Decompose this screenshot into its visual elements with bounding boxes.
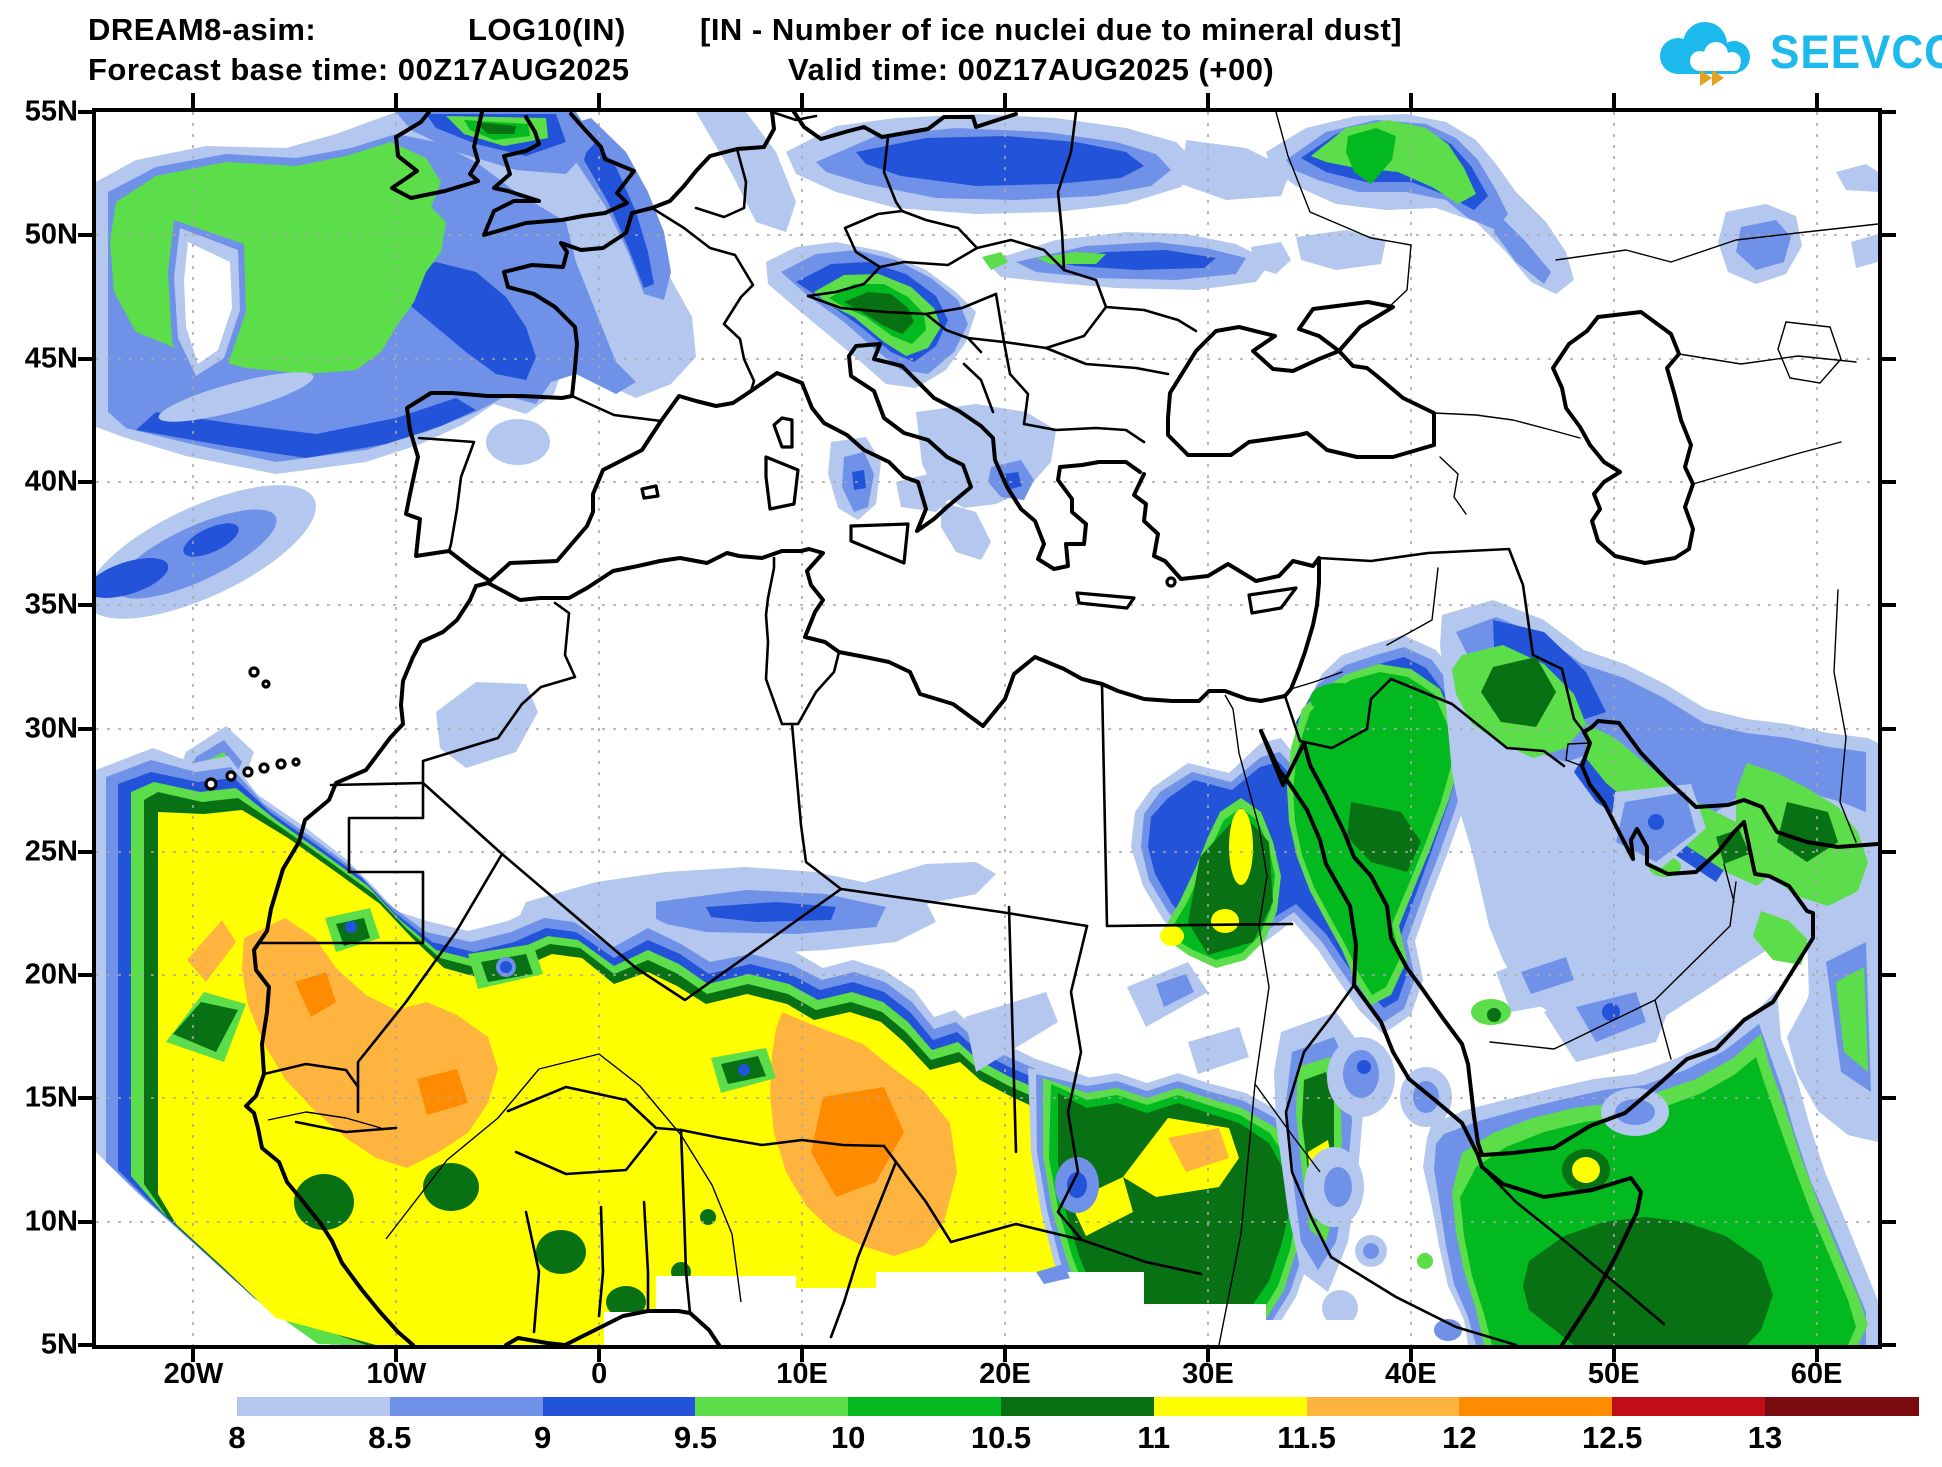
legend-segment (848, 1397, 1002, 1416)
legend-segment (1612, 1397, 1766, 1416)
y-axis-tick (1881, 849, 1896, 854)
seevccc-logo: SEEVCCC (1648, 20, 1942, 86)
x-axis-label: 20E (979, 1358, 1031, 1390)
y-axis-tick (78, 233, 93, 238)
legend-value-label: 11 (1137, 1420, 1171, 1455)
legend-value-label: 11.5 (1277, 1420, 1336, 1455)
x-axis-tick (1814, 93, 1819, 108)
x-axis-tick (1002, 93, 1007, 108)
x-axis-label: 10W (366, 1358, 427, 1390)
x-axis-tick (394, 1348, 399, 1362)
y-axis-tick (1881, 356, 1896, 361)
legend-segment (1001, 1397, 1155, 1416)
legend-value-label: 10 (830, 1420, 866, 1455)
y-axis-label: 45N (24, 342, 78, 375)
y-axis-tick (78, 110, 93, 114)
legend-value-label: 9.5 (673, 1420, 717, 1455)
forecast-valid-time: Valid time: 00Z17AUG2025 (+00) (788, 52, 1275, 87)
x-axis-tick (1205, 1348, 1210, 1362)
y-axis-tick (1881, 726, 1896, 731)
y-axis-label: 5N (40, 1328, 78, 1361)
y-axis-tick (1881, 233, 1896, 238)
legend-segment (1153, 1397, 1308, 1416)
x-axis-tick (191, 1348, 196, 1362)
legend-value-label: 9 (533, 1420, 552, 1455)
y-axis-tick (1881, 1096, 1896, 1101)
country-borders (257, 112, 1878, 1345)
legend-value-label: 8 (228, 1420, 246, 1455)
x-axis-label: 60E (1790, 1358, 1843, 1390)
legend-value-label: 8.5 (368, 1420, 412, 1455)
legend-segment (237, 1397, 391, 1416)
logo-text: SEEVCCC (1770, 25, 1942, 79)
y-axis-label: 35N (24, 588, 78, 621)
legend-segment (542, 1397, 697, 1416)
x-axis-label: 50E (1587, 1358, 1640, 1390)
y-axis-tick (1881, 603, 1896, 608)
y-axis-tick (1881, 1343, 1896, 1347)
y-axis-tick (78, 726, 93, 731)
legend-segment (695, 1397, 850, 1416)
y-axis-tick (78, 1219, 93, 1224)
y-axis-tick (1881, 110, 1896, 114)
x-axis-tick (394, 93, 399, 108)
x-axis-label: 0 (591, 1358, 608, 1390)
y-axis-label: 55N (24, 95, 78, 128)
y-axis-tick (78, 603, 93, 608)
y-axis-tick (78, 356, 93, 361)
gridlines (96, 112, 1878, 1345)
coastlines (244, 112, 1878, 1345)
y-axis-tick (78, 849, 93, 854)
x-axis-tick (1408, 93, 1413, 108)
weather-map (96, 112, 1878, 1345)
y-axis-tick (78, 479, 93, 484)
x-axis-tick (191, 93, 196, 108)
legend-segment (1306, 1397, 1461, 1416)
y-axis-label: 10N (24, 1205, 78, 1238)
legend-segment (1459, 1397, 1614, 1416)
y-axis-label: 40N (24, 465, 78, 498)
y-axis-tick (78, 1343, 93, 1347)
cloud-logo-icon (1660, 22, 1750, 86)
y-axis-label: 25N (24, 835, 78, 868)
legend-segment (1765, 1397, 1919, 1416)
x-axis-tick (1002, 1348, 1007, 1362)
y-axis-tick (1881, 479, 1896, 484)
y-axis-tick (1881, 1219, 1896, 1224)
x-axis-label: 10E (776, 1358, 828, 1390)
x-axis-tick (1814, 1348, 1819, 1362)
x-axis-tick (1408, 1348, 1413, 1362)
variable-name: LOG10(IN) (468, 12, 626, 47)
legend-value-label: 13 (1747, 1420, 1783, 1455)
y-axis-label: 30N (24, 712, 78, 744)
x-axis-tick (597, 93, 602, 108)
islands (204, 416, 1298, 791)
y-axis-label: 20N (24, 958, 78, 991)
legend-value-label: 10.5 (970, 1420, 1032, 1455)
legend-value-label: 12 (1442, 1420, 1477, 1455)
x-axis-label: 40E (1384, 1358, 1437, 1390)
model-name: DREAM8-asim: (88, 12, 317, 47)
y-axis-tick (1881, 973, 1896, 978)
x-axis-label: 20W (163, 1358, 224, 1390)
map-frame (92, 108, 1882, 1349)
x-axis-tick (597, 1348, 602, 1362)
x-axis-tick (800, 1348, 805, 1362)
legend-value-label: 12.5 (1582, 1420, 1643, 1455)
x-axis-tick (1205, 93, 1210, 108)
variable-description: [IN - Number of ice nuclei due to minera… (700, 12, 1403, 47)
x-axis-label: 30E (1182, 1358, 1234, 1390)
x-axis-tick (800, 93, 805, 108)
x-axis-tick (1611, 93, 1616, 108)
legend-segment (389, 1397, 544, 1416)
forecast-base-time: Forecast base time: 00Z17AUG2025 (88, 52, 630, 87)
y-axis-label: 15N (24, 1081, 78, 1114)
rivers (267, 694, 1321, 1345)
y-axis-tick (78, 1096, 93, 1101)
y-axis-label: 50N (24, 218, 78, 251)
y-axis-tick (78, 973, 93, 978)
x-axis-tick (1611, 1348, 1616, 1362)
